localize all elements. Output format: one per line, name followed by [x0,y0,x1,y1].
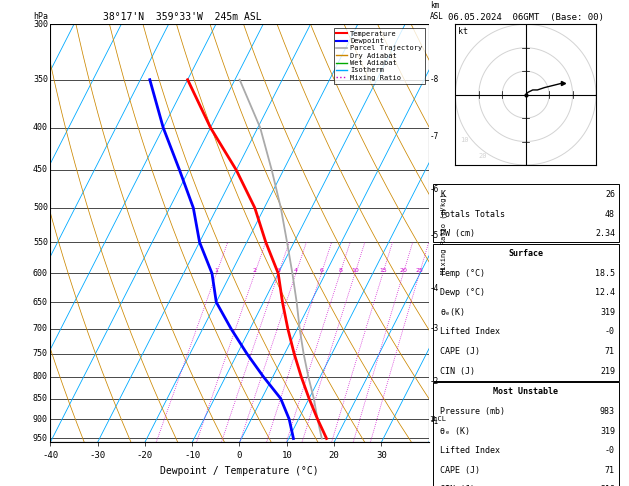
X-axis label: Dewpoint / Temperature (°C): Dewpoint / Temperature (°C) [160,466,319,476]
Text: -4: -4 [430,283,439,293]
Text: hPa: hPa [33,12,48,21]
Text: Most Unstable: Most Unstable [493,387,558,397]
Text: 20: 20 [399,268,408,273]
Text: -8: -8 [430,75,439,84]
Text: CIN (J): CIN (J) [440,366,476,376]
Text: 20: 20 [479,153,487,159]
Text: θₑ(K): θₑ(K) [440,308,465,317]
Text: -2: -2 [430,377,439,386]
Text: 319: 319 [600,427,615,435]
Text: kt: kt [458,27,468,36]
Legend: Temperature, Dewpoint, Parcel Trajectory, Dry Adiabat, Wet Adiabat, Isotherm, Mi: Temperature, Dewpoint, Parcel Trajectory… [333,28,425,84]
Text: -0: -0 [605,328,615,336]
Text: -6: -6 [430,185,439,194]
Text: -5: -5 [430,231,439,240]
Text: 2.34: 2.34 [595,229,615,238]
Text: -1: -1 [430,417,439,426]
Text: 550: 550 [33,238,48,246]
Text: Pressure (mb): Pressure (mb) [440,407,505,416]
Text: 850: 850 [33,394,48,403]
Text: 3: 3 [277,268,281,273]
Title: 38°17'N  359°33'W  245m ASL: 38°17'N 359°33'W 245m ASL [103,12,262,22]
Text: 750: 750 [33,349,48,358]
Text: 900: 900 [33,415,48,424]
Text: 950: 950 [33,434,48,443]
Text: 6: 6 [320,268,323,273]
Text: 500: 500 [33,203,48,212]
Text: θₑ (K): θₑ (K) [440,427,470,435]
Text: 10: 10 [351,268,359,273]
Text: Lifted Index: Lifted Index [440,328,500,336]
Text: Dewp (°C): Dewp (°C) [440,288,486,297]
Text: 219: 219 [600,366,615,376]
Text: 8: 8 [338,268,342,273]
Text: 1: 1 [214,268,218,273]
Text: 12.4: 12.4 [595,288,615,297]
Text: Surface: Surface [508,249,543,258]
Text: -0: -0 [605,446,615,455]
Text: 48: 48 [605,209,615,219]
Text: CAPE (J): CAPE (J) [440,466,481,475]
Text: Lifted Index: Lifted Index [440,446,500,455]
Text: K: K [440,190,445,199]
Text: -7: -7 [430,132,439,141]
Text: 1LCL: 1LCL [429,416,446,422]
Text: 26: 26 [605,190,615,199]
Text: 71: 71 [605,347,615,356]
Text: 10: 10 [460,137,469,142]
Text: CAPE (J): CAPE (J) [440,347,481,356]
Text: 600: 600 [33,269,48,278]
Text: Temp (°C): Temp (°C) [440,269,486,278]
Text: 300: 300 [33,20,48,29]
Text: 4: 4 [294,268,298,273]
Text: 400: 400 [33,123,48,132]
Text: 15: 15 [379,268,387,273]
Text: PW (cm): PW (cm) [440,229,476,238]
Text: -3: -3 [430,324,439,333]
Text: 2: 2 [253,268,257,273]
Text: km
ASL: km ASL [430,1,444,21]
Text: 450: 450 [33,166,48,174]
Text: Mixing Ratio (g/kg): Mixing Ratio (g/kg) [440,193,447,274]
Title: 06.05.2024  06GMT  (Base: 00): 06.05.2024 06GMT (Base: 00) [448,13,604,22]
Text: 319: 319 [600,308,615,317]
Text: 25: 25 [416,268,423,273]
Text: Totals Totals: Totals Totals [440,209,505,219]
Text: 650: 650 [33,297,48,307]
Text: 71: 71 [605,466,615,475]
Text: 983: 983 [600,407,615,416]
Text: 700: 700 [33,324,48,333]
Text: 350: 350 [33,75,48,84]
Text: 18.5: 18.5 [595,269,615,278]
Text: 800: 800 [33,372,48,381]
